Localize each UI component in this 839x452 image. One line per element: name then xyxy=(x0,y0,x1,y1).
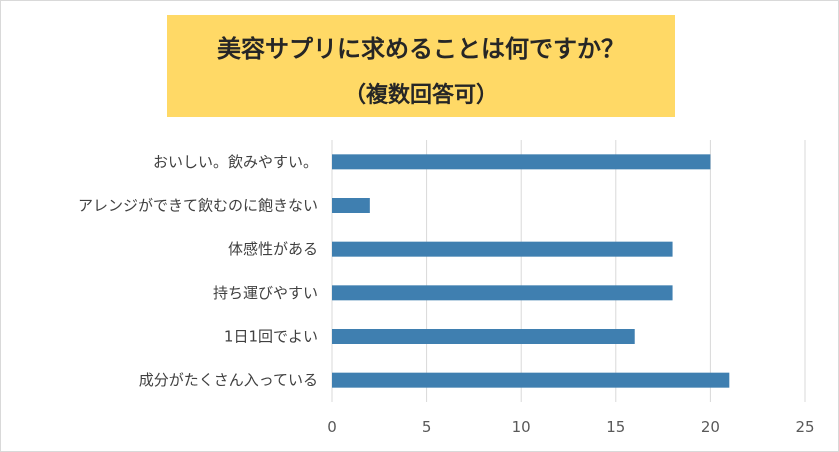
chart-subtitle: （複数回答可） xyxy=(343,83,498,108)
x-tick-label: 15 xyxy=(606,418,625,436)
x-tick-label: 20 xyxy=(701,418,720,436)
category-label: 成分がたくさん入っている xyxy=(139,371,318,389)
category-label: 持ち運びやすい xyxy=(213,284,318,302)
bar xyxy=(332,154,711,170)
bar xyxy=(332,372,730,388)
chart-title: 美容サプリに求めることは何ですか？ xyxy=(217,35,625,63)
category-label: 1日1回でよい xyxy=(224,328,318,346)
x-tick-label: 25 xyxy=(795,418,814,436)
category-label: おいしい。飲みやすい。 xyxy=(153,153,318,171)
category-label: 体感性がある xyxy=(228,240,318,258)
bar xyxy=(332,198,370,213)
x-tick-label: 5 xyxy=(422,418,432,436)
x-tick-label: 0 xyxy=(327,418,337,436)
x-tick-label: 10 xyxy=(512,418,531,436)
bar xyxy=(332,329,635,344)
bar xyxy=(332,241,673,257)
bar xyxy=(332,285,673,301)
chart-title-box: 美容サプリに求めることは何ですか？ （複数回答可） xyxy=(167,15,675,117)
category-label: アレンジができて飲むのに飽きない xyxy=(78,197,318,215)
